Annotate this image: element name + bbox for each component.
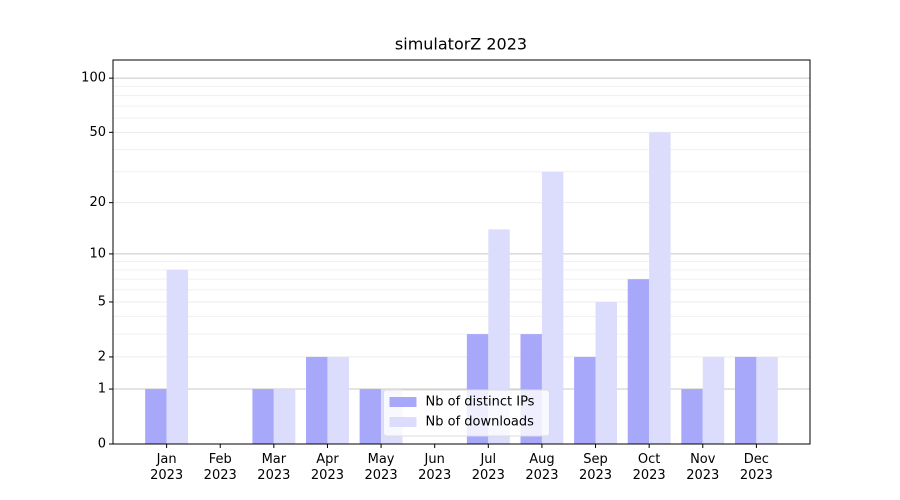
x-tick-label: Mar 2023 (257, 452, 291, 483)
chart-title: simulatorZ 2023 (395, 35, 527, 54)
bar (702, 356, 725, 444)
y-tick-label: 2 (98, 349, 106, 364)
legend-label: Nb of distinct IPs (426, 395, 535, 410)
x-tick-label: Feb 2023 (203, 452, 237, 483)
y-tick-label: 0 (98, 437, 106, 452)
legend-box (383, 389, 550, 437)
bar (734, 356, 757, 444)
bar (306, 356, 328, 444)
bar (327, 356, 349, 444)
x-tick-label: Jul 2023 (471, 452, 505, 483)
bar (359, 389, 382, 444)
x-tick-label: May 2023 (364, 452, 398, 483)
y-tick-label: 5 (98, 294, 106, 309)
x-tick-label: Oct 2023 (632, 452, 666, 483)
bar (756, 356, 778, 444)
bar (595, 301, 617, 444)
legend: Nb of distinct IPs Nb of downloads (383, 389, 550, 437)
x-tick-label: Aug 2023 (525, 452, 559, 483)
bar (166, 269, 189, 444)
x-tick-label: Sep 2023 (578, 452, 613, 483)
grid (113, 77, 810, 390)
bar (649, 132, 671, 445)
x-tick-label: Jun 2023 (418, 452, 452, 483)
y-tick-label: 50 (89, 125, 106, 140)
bar (252, 389, 274, 444)
x-tick-label: Jan 2023 (150, 452, 184, 483)
bar (574, 356, 596, 444)
y-tick-label: 100 (81, 71, 106, 86)
y-tick-label: 1 (98, 382, 106, 397)
x-tick-label: Apr 2023 (310, 452, 344, 483)
x-tick-label: Nov 2023 (686, 452, 720, 483)
y-tick-label: 10 (89, 246, 106, 261)
bar (145, 389, 167, 444)
x-tick-label: Dec 2023 (739, 452, 773, 483)
legend-swatch (389, 417, 417, 427)
y-tick-label: 20 (89, 195, 106, 210)
bar (273, 389, 296, 444)
legend-swatch (389, 397, 417, 407)
bar (541, 171, 564, 444)
bar (627, 279, 650, 444)
plot-frame (112, 59, 811, 445)
legend-label: Nb of downloads (426, 415, 535, 430)
bar (681, 389, 703, 444)
